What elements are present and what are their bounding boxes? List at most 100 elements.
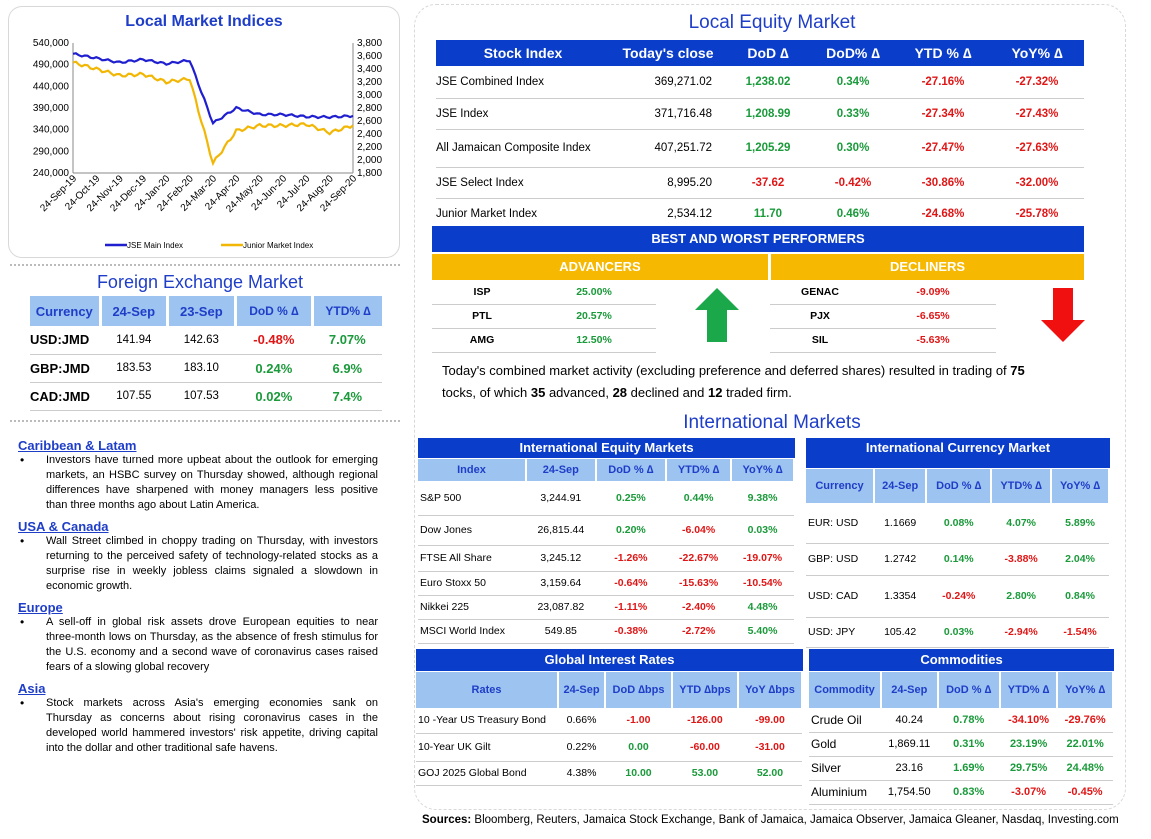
news-bullet: Wall Street climbed in choppy trading on… — [18, 534, 378, 594]
commodities-name: Gold — [809, 732, 881, 757]
news-divider — [10, 420, 400, 422]
rates-change: -60.00 — [671, 733, 738, 762]
table-header: DoD % ∆ — [926, 469, 993, 503]
currency-value: 1.2742 — [874, 543, 927, 576]
rates-change: 53.00 — [671, 761, 738, 786]
rates-table: Rates 24-Sep DoD ∆bps YTD ∆bps YoY ∆bps 10 -… — [416, 672, 804, 786]
equity-change: -27.16% — [896, 66, 990, 99]
equity-close: 2,534.12 — [610, 198, 726, 230]
table-header: 24-Sep — [526, 459, 597, 481]
y-right-tick-label: 3,400 — [357, 64, 382, 75]
fx-header: YTD% ∆ — [312, 296, 382, 326]
equity-close: 407,251.72 — [610, 129, 726, 168]
y-left-tick-label: 240,000 — [33, 168, 70, 179]
table-header: DoD % ∆ — [937, 672, 1001, 708]
currency-change: 4.07% — [991, 503, 1052, 544]
y-left-tick-label: 490,000 — [33, 60, 70, 71]
equity-row: Euro Stoxx 50 3,159.64 -0.64% -15.63% -10.54… — [418, 571, 794, 596]
commodities-change: 29.75% — [999, 756, 1058, 781]
rates-name: GOJ 2025 Global Bond — [416, 761, 558, 786]
currency-name: USD: CAD — [806, 575, 874, 618]
equity-name: Dow Jones — [418, 515, 526, 546]
currency-value: 1.1669 — [874, 503, 927, 544]
fx-value: 107.53 — [167, 382, 236, 411]
advancers-change: 20.57% — [532, 304, 656, 329]
news-heading: USA & Canada — [18, 519, 109, 534]
line-chart: 540,000 490,000 440,000 390,000 340,000 290,0… — [33, 38, 383, 250]
equity-header: DoD% ∆ — [810, 40, 896, 66]
table-header: Currency — [806, 469, 875, 503]
commodities-name: Silver — [809, 756, 881, 781]
equity-row: JSE Index 371,716.48 1,208.99 0.33% -27.34% -… — [436, 98, 1084, 130]
table-header: YoY% ∆ — [1057, 672, 1114, 708]
table-header: Rates — [416, 672, 559, 708]
equity-name: MSCI World Index — [418, 619, 526, 644]
equity-change: -24.68% — [896, 198, 990, 230]
commodities-table: Commodity 24-Sep DoD % ∆ YTD% ∆ YoY% ∆ Crude… — [809, 672, 1114, 805]
fx-title: Foreign Exchange Market — [96, 272, 304, 292]
y-right-tick-label: 2,800 — [357, 103, 382, 114]
equity-value: 549.85 — [526, 619, 596, 644]
equity-change: -32.00% — [990, 167, 1084, 199]
equity-header: YoY% ∆ — [990, 40, 1084, 66]
equity-row: Dow Jones 26,815.44 0.20% -6.04% 0.03% — [418, 515, 794, 546]
fx-row: CAD:JMD 107.55 107.53 0.02% 7.4% — [30, 382, 382, 411]
y-right-tick-label: 2,600 — [357, 116, 382, 127]
advancers-header: ADVANCERS — [432, 254, 768, 280]
y-right-tick-label: 2,400 — [357, 129, 382, 140]
equity-row: MSCI World Index 549.85 -0.38% -2.72% 5.40% — [418, 619, 794, 644]
market-summary: Today's combined market activity (exclud… — [442, 360, 1082, 404]
equity-header: DoD ∆ — [726, 40, 810, 66]
equity-change: 1,208.99 — [726, 98, 810, 130]
chart-panel: Local Market Indices 540,000 490,000 440,0… — [8, 6, 400, 258]
decliners-row: SIL -5.63% — [770, 328, 996, 353]
currency-change: 0.03% — [926, 617, 992, 648]
equity-change: -27.63% — [990, 129, 1084, 168]
equity-change: 1,205.29 — [726, 129, 810, 168]
equity-change: -19.07% — [731, 545, 794, 572]
equity-value: 26,815.44 — [526, 515, 596, 546]
down-arrow-icon — [1041, 288, 1085, 342]
currency-name: GBP: USD — [806, 543, 874, 576]
summary-text: traded firm. — [722, 385, 792, 400]
equity-close: 371,716.48 — [610, 98, 726, 130]
equity-row: JSE Select Index 8,995.20 -37.62 -0.42% -30.… — [436, 167, 1084, 199]
commodities-change: -3.07% — [999, 780, 1058, 805]
rates-change: 52.00 — [737, 761, 802, 786]
intl-title: International Markets — [683, 412, 861, 433]
decliners-symbol: GENAC — [770, 280, 870, 305]
equity-row: FTSE All Share 3,245.12 -1.26% -22.67% -19.0… — [418, 545, 794, 572]
fx-value: 141.94 — [100, 326, 168, 355]
equity-value: 3,245.12 — [526, 545, 596, 572]
equity-change: -30.86% — [896, 167, 990, 199]
news-heading: Europe — [18, 600, 63, 615]
currency-change: -0.24% — [926, 575, 992, 618]
summary-text: Today's combined market activity (exclud… — [442, 363, 1011, 378]
commodities-change: 23.19% — [999, 732, 1058, 757]
y-left-tick-label: 390,000 — [33, 103, 70, 114]
fx-divider — [10, 264, 400, 266]
currency-name: USD: JPY — [806, 617, 874, 648]
legend-label-junior: Junior Market Index — [243, 241, 313, 250]
equity-change: -0.64% — [595, 571, 667, 596]
fx-value: 142.63 — [167, 326, 236, 355]
equity-change: 5.40% — [731, 619, 794, 644]
equity-table: Stock Index Today's close DoD ∆ DoD% ∆ Y… — [436, 40, 1084, 230]
chart-title: Local Market Indices — [125, 13, 283, 30]
table-header: 24-Sep — [874, 469, 928, 503]
currency-row: EUR: USD 1.1669 0.08% 4.07% 5.89% — [806, 503, 1109, 544]
fx-currency: USD:JMD — [30, 326, 100, 355]
sources-text: Bloomberg, Reuters, Jamaica Stock Exchan… — [471, 814, 1119, 826]
advancers-row: PTL 20.57% — [432, 304, 656, 329]
fx-row: GBP:JMD 183.53 183.10 0.24% 6.9% — [30, 354, 382, 383]
fx-header: Currency — [30, 296, 102, 326]
currency-change: 2.80% — [991, 575, 1052, 618]
rates-row: GOJ 2025 Global Bond 4.38% 10.00 53.00 52.00 — [416, 761, 802, 786]
news-bullet: Stock markets across Asia's emerging eco… — [18, 696, 378, 756]
fx-currency: GBP:JMD — [30, 354, 100, 383]
legend-label-main: JSE Main Index — [127, 241, 183, 250]
commodities-name: Aluminium — [809, 780, 881, 805]
equity-change: -1.11% — [595, 595, 667, 620]
news-bullet: Investors have turned more upbeat about … — [18, 453, 378, 513]
equity-row: JSE Combined Index 369,271.02 1,238.02 0.34… — [436, 66, 1084, 99]
